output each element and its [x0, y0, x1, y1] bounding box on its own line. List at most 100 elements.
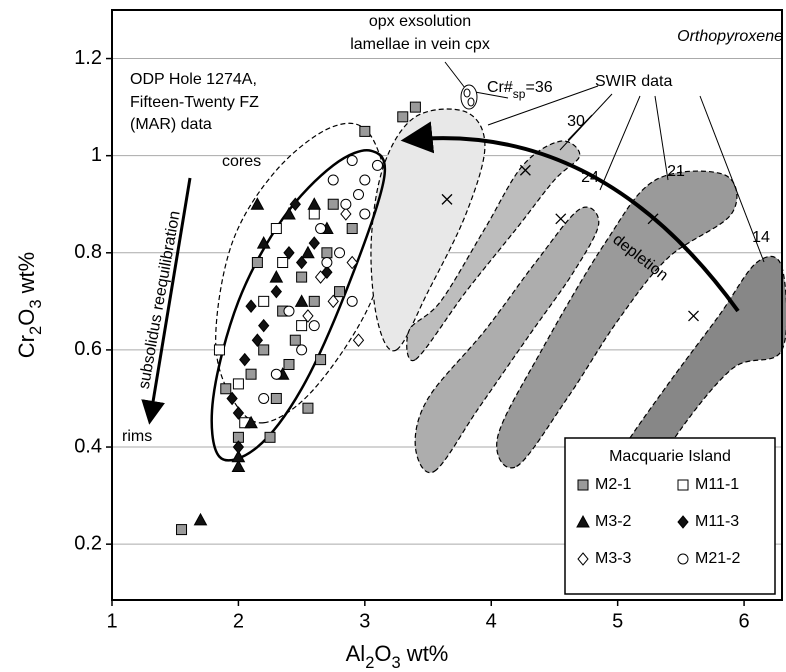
point [294, 294, 309, 307]
point [176, 524, 188, 536]
point [270, 284, 282, 299]
point [220, 383, 232, 395]
point [231, 449, 246, 463]
point [302, 402, 314, 414]
point [359, 174, 371, 186]
point [334, 247, 346, 259]
y-axis-title: Cr2O3 wt% [14, 252, 46, 358]
legend-label: M2-1 [595, 476, 632, 493]
leader-line [487, 85, 599, 126]
x-tick-label: 4 [486, 610, 497, 632]
annotation: Orthopyroxene [677, 28, 783, 45]
legend-marker [677, 479, 689, 491]
y-tick-label: 0.8 [74, 241, 102, 263]
legend-marker [677, 515, 689, 529]
point [340, 207, 352, 221]
point [307, 197, 322, 210]
x-tick-label: 6 [739, 610, 750, 632]
point [232, 440, 245, 454]
swir-mean [688, 310, 699, 322]
point [258, 392, 270, 404]
point [409, 101, 421, 113]
leader-line [654, 95, 669, 181]
point [251, 257, 263, 269]
point [321, 257, 333, 269]
point [314, 270, 327, 284]
swir-mean [555, 213, 567, 225]
opx-lamellae [467, 97, 475, 107]
point [245, 368, 257, 380]
point [340, 198, 352, 210]
point [352, 333, 365, 347]
legend-label: M11-1 [695, 476, 739, 493]
leader-line [474, 91, 509, 99]
point [301, 245, 315, 259]
leader-line [567, 114, 593, 141]
point [226, 391, 238, 406]
point [327, 198, 339, 210]
point [283, 246, 295, 260]
leader-line [444, 61, 466, 89]
legend-box [564, 437, 776, 595]
point [327, 294, 339, 309]
annotation: SWIR data [595, 73, 672, 90]
point [250, 197, 265, 210]
field-outline [406, 140, 581, 362]
y-tick-label: 0.2 [74, 532, 102, 554]
swir-mean [441, 193, 453, 205]
annotation: 14 [752, 229, 770, 246]
reequilibration-arrow [141, 177, 192, 425]
point [289, 334, 301, 346]
y-tick-label: 1.2 [74, 47, 102, 69]
legend-marker [577, 552, 589, 566]
point [270, 223, 282, 235]
annotation: Fifteen-Twenty FZ [130, 94, 259, 111]
point [359, 125, 371, 137]
leader-line [699, 95, 765, 263]
point [232, 378, 244, 390]
legend-label: M11-3 [695, 513, 739, 530]
point [346, 255, 358, 270]
legend-label: M3-2 [595, 513, 632, 530]
point [277, 257, 289, 269]
point [283, 358, 295, 370]
field-outline [210, 149, 387, 462]
point [334, 286, 346, 298]
point [308, 208, 320, 220]
point [346, 295, 358, 307]
point [251, 333, 264, 347]
point [302, 309, 314, 323]
legend: Macquarie Island M2-1 M11-1 M3-2 M11-3 M3-3 M… [564, 437, 776, 595]
point [308, 236, 320, 250]
swir-mean [519, 164, 531, 176]
point [346, 223, 358, 235]
x-tick-label: 3 [359, 610, 370, 632]
point [295, 255, 308, 270]
point [308, 320, 320, 332]
field-outline [414, 206, 600, 474]
point [289, 197, 301, 212]
legend-label: M3-3 [595, 550, 632, 567]
point [321, 247, 333, 259]
legend-marker [577, 479, 589, 491]
point [270, 392, 282, 404]
point [213, 344, 225, 356]
opx-lamellae [460, 84, 478, 110]
x-tick-label: 2 [233, 610, 244, 632]
point [232, 406, 245, 420]
annotation: ODP Hole 1274A, [130, 71, 257, 88]
point [397, 111, 409, 123]
legend-marker [576, 514, 590, 528]
annotation: 24 [581, 169, 599, 186]
point [315, 354, 327, 366]
point [315, 223, 327, 235]
x-tick-label: 5 [612, 610, 623, 632]
point [258, 318, 270, 333]
point [264, 431, 276, 443]
opx-lamellae [463, 88, 471, 98]
depletion-arrow [400, 121, 740, 313]
y-tick-label: 1 [91, 144, 102, 166]
leader-line [599, 95, 641, 191]
point [270, 368, 282, 380]
point [346, 155, 358, 167]
